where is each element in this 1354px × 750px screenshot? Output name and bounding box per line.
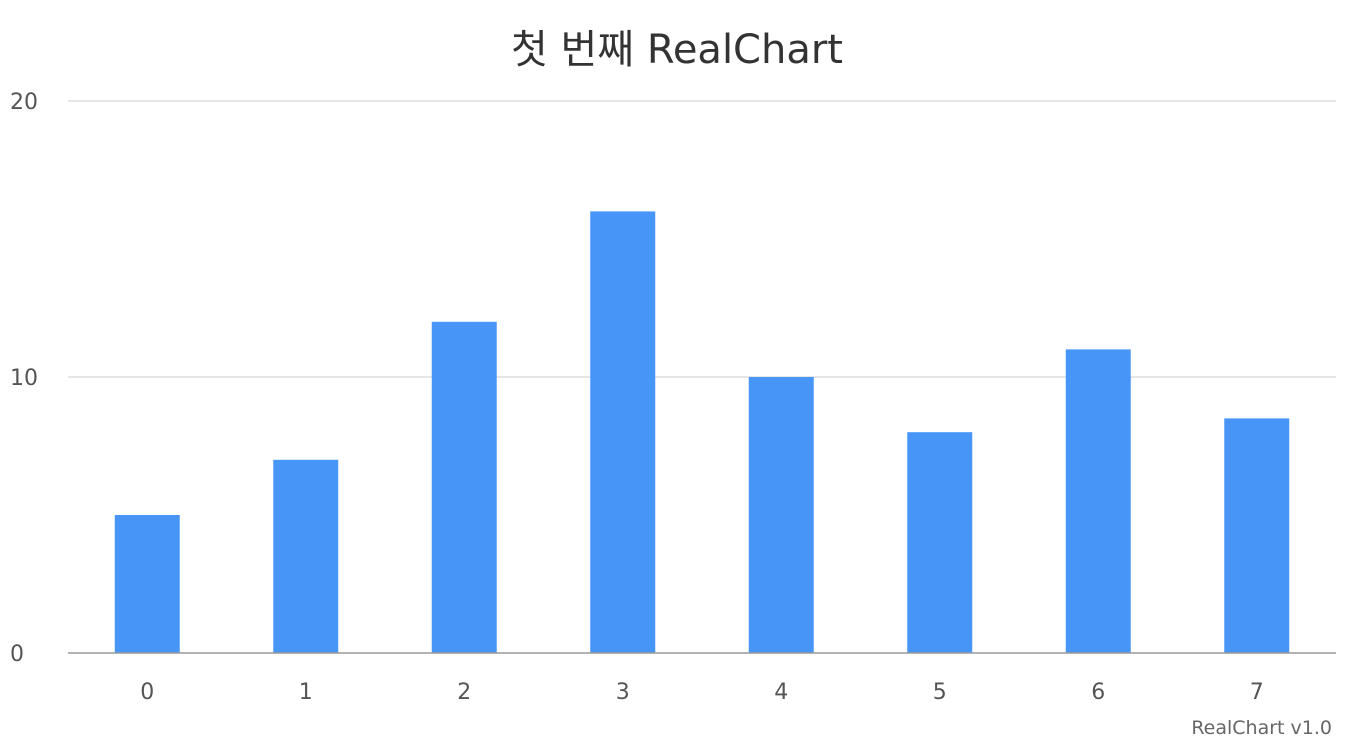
x-tick-label: 6 (1091, 680, 1105, 705)
bar[interactable] (114, 515, 180, 653)
x-axis-tick-labels: 0 1 2 3 4 5 6 7 (140, 680, 1264, 705)
bar[interactable] (1065, 349, 1131, 653)
x-tick-label: 5 (933, 680, 947, 705)
y-axis-tick-labels: 0 10 20 (10, 90, 38, 667)
x-tick-label: 1 (299, 680, 313, 705)
bar[interactable] (907, 432, 973, 653)
x-tick-label: 2 (457, 680, 471, 705)
bar[interactable] (590, 211, 656, 653)
bar[interactable] (748, 377, 814, 653)
credits-label: RealChart v1.0 (1191, 717, 1332, 739)
grid-lines (68, 100, 1336, 378)
y-tick-label: 0 (10, 642, 24, 667)
x-tick-label: 7 (1250, 680, 1264, 705)
x-tick-label: 0 (140, 680, 154, 705)
bar[interactable] (431, 321, 497, 653)
x-tick-label: 4 (774, 680, 788, 705)
bar[interactable] (1224, 418, 1290, 653)
y-tick-label: 20 (10, 90, 38, 115)
bar[interactable] (273, 459, 339, 653)
y-tick-label: 10 (10, 366, 38, 391)
x-tick-label: 3 (616, 680, 630, 705)
chart-title: 첫 번째 RealChart (511, 27, 843, 73)
bar-series (114, 211, 1290, 653)
